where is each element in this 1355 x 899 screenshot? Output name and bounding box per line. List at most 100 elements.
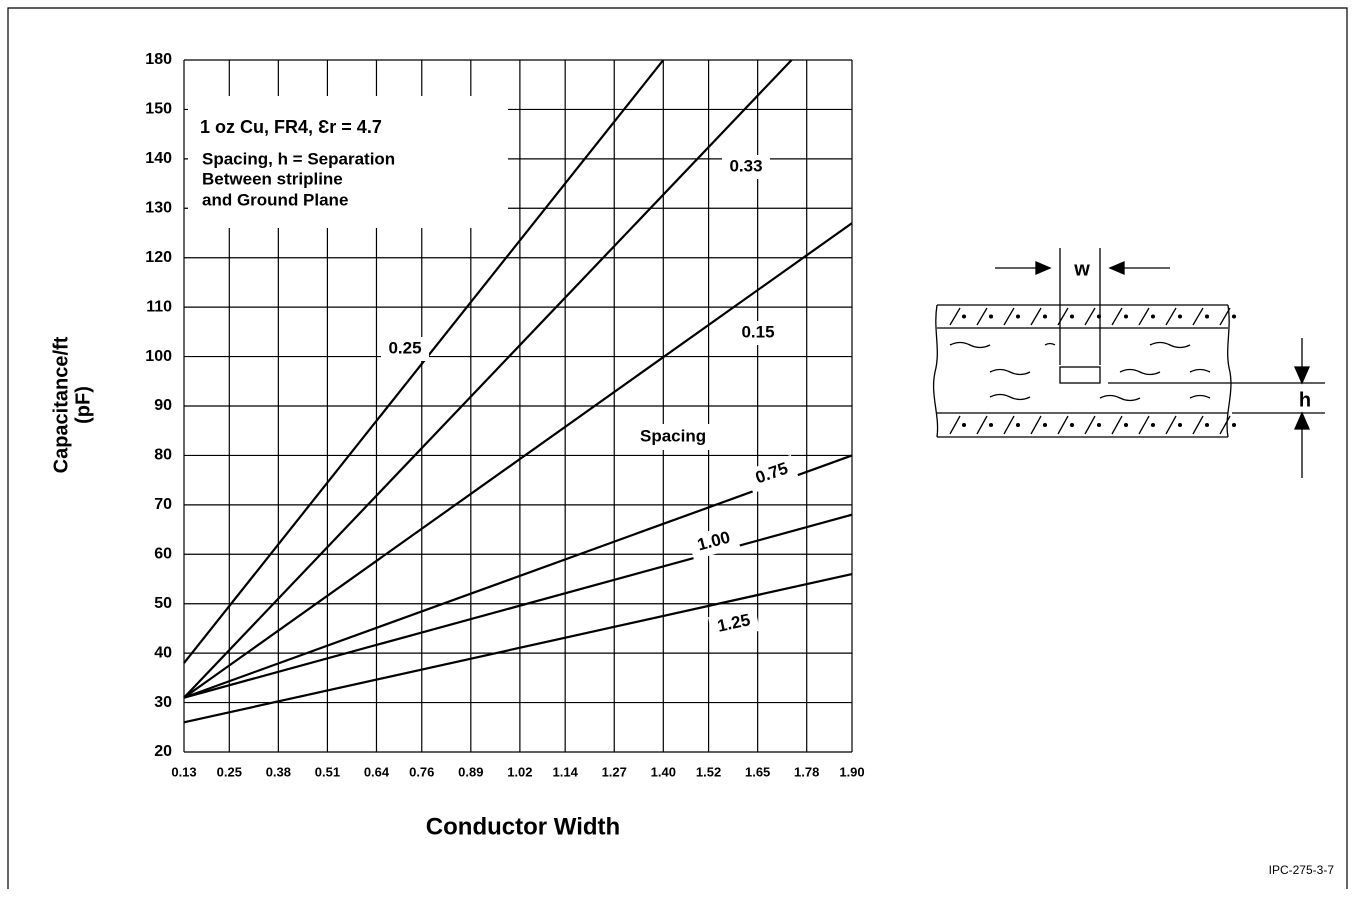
annotation-box	[188, 96, 508, 228]
hatch-dot	[1204, 314, 1210, 319]
lines	[183, 59, 853, 724]
hatch	[1030, 307, 1042, 326]
series-label-text: 0.33	[729, 156, 762, 175]
x-tick-label: 1.52	[696, 764, 721, 779]
hatch	[1084, 307, 1096, 326]
label-bg	[381, 337, 429, 361]
label-bg	[638, 424, 740, 450]
hatch	[976, 307, 988, 326]
series-label: 0.33	[722, 155, 770, 179]
width-label: w	[1073, 258, 1090, 280]
hatch-dot	[1204, 422, 1210, 428]
annotation: and Ground Plane	[202, 190, 348, 209]
series-label-text: 0.15	[741, 322, 774, 341]
x-tick-label: 1.27	[602, 764, 627, 779]
x-tick-label: 0.76	[409, 764, 434, 779]
hatch	[976, 415, 988, 435]
hatch	[949, 415, 961, 435]
annotation: Spacing, h = Separation	[202, 149, 395, 168]
hatch	[1057, 307, 1069, 326]
x-tick-label: 0.51	[315, 764, 340, 779]
y-tick-label: 110	[146, 298, 172, 315]
hatch	[1165, 307, 1177, 326]
x-axis-title: Conductor Width	[426, 813, 620, 840]
y-tick-label: 60	[154, 546, 172, 563]
series-label: 1.25	[708, 607, 760, 641]
hatch-dot	[1042, 314, 1048, 319]
hatch	[1219, 415, 1231, 435]
hatch	[1138, 307, 1150, 326]
x-tick-label: 0.64	[364, 764, 390, 779]
y-tick-label: 30	[154, 694, 172, 711]
hatch-dot	[1231, 314, 1237, 319]
annotation: 1 oz Cu, FR4, Ɛr = 4.7	[200, 117, 382, 137]
y-tick-label: 50	[154, 595, 172, 612]
y-tick-label: 100	[145, 348, 172, 365]
label-bg	[745, 454, 799, 494]
frame	[7, 7, 1348, 889]
hatch-dot	[1096, 422, 1102, 428]
hatch	[1192, 415, 1204, 435]
hatch-dot	[988, 422, 994, 428]
labels: 20 30 40 50 60 70 80 90 100 110 120 130 140 150 180 0.1…	[50, 51, 864, 840]
y-tick-label: 40	[154, 644, 172, 661]
figure-id: IPC-275-3-7	[1269, 863, 1335, 877]
y-tick-label: 80	[154, 447, 172, 464]
hatch-dot	[961, 314, 967, 319]
series-line	[183, 222, 853, 699]
hatch-dot	[1042, 422, 1048, 428]
hatch-dot	[1096, 314, 1102, 319]
series-line	[183, 59, 793, 699]
label-bg	[734, 321, 782, 345]
series-line	[183, 454, 853, 699]
x-tick-label: 0.38	[266, 764, 291, 779]
series-label: 0.25	[381, 337, 429, 361]
hatch	[1030, 415, 1042, 435]
x-tick-label: 1.40	[651, 764, 676, 779]
hatch	[1138, 415, 1150, 435]
series-label: 0.15	[734, 321, 782, 345]
x-tick-label: 0.89	[458, 764, 483, 779]
x-tick-label: 0.13	[171, 764, 196, 779]
y-tick-label: 70	[154, 496, 172, 513]
series-line	[183, 59, 665, 664]
x-tick-label: 1.90	[839, 764, 864, 779]
x-tick-label: 1.65	[745, 764, 770, 779]
hatch	[1165, 415, 1177, 435]
hatch	[1111, 307, 1123, 326]
annotation: Between stripline	[202, 169, 343, 188]
y-axis-title: (pF)	[72, 386, 94, 424]
hatch-dot	[1150, 422, 1156, 428]
y-tick-label: 130	[145, 200, 172, 217]
x-tick-label: 0.25	[217, 764, 242, 779]
x-tick-label: 1.78	[794, 764, 819, 779]
y-tick-label: 180	[145, 51, 172, 68]
hatch-dot	[961, 422, 967, 428]
y-tick-label: 90	[154, 397, 172, 414]
x-tick-label: 1.02	[507, 764, 532, 779]
hatch-dot	[1231, 422, 1237, 428]
hatch-dot	[1015, 422, 1021, 428]
hatch	[949, 307, 961, 326]
label-bg	[722, 155, 770, 179]
hatch-dot	[1069, 314, 1075, 319]
hatch-dot	[1015, 314, 1021, 319]
hatch-dot	[1177, 422, 1183, 428]
stripline-diagram	[932, 248, 1325, 478]
x-tick-label: 1.14	[553, 764, 579, 779]
hatch-dot	[1177, 314, 1183, 319]
hatch	[1003, 307, 1015, 326]
height-label: h	[1299, 389, 1311, 411]
series-label: 0.75	[745, 454, 799, 494]
hatch	[1219, 307, 1231, 326]
y-tick-label: 140	[145, 150, 172, 167]
y-tick-label: 150	[145, 101, 172, 118]
hatch	[1111, 415, 1123, 435]
hatch-dot	[988, 314, 994, 319]
hatch	[1192, 307, 1204, 326]
hatch	[1003, 415, 1015, 435]
frame-border	[7, 7, 1348, 889]
hatch-dot	[1123, 422, 1129, 428]
y-tick-label: 120	[145, 249, 172, 266]
